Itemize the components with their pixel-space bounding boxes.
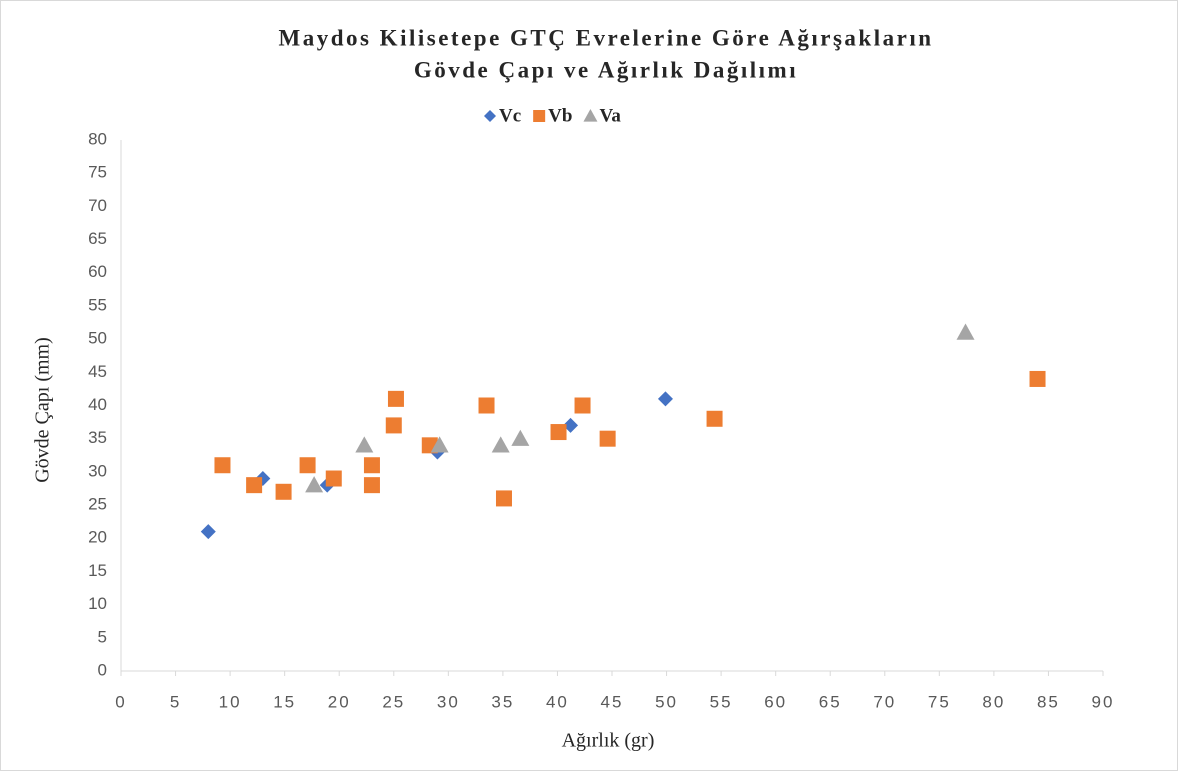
marker-square [275, 483, 292, 500]
marker-square [550, 424, 567, 441]
x-tick-label: 50 [655, 692, 678, 711]
marker-square [706, 410, 723, 427]
marker-square [495, 490, 512, 507]
x-tick-label: 5 [170, 692, 181, 711]
y-tick-label: 20 [88, 528, 107, 547]
x-tick-label: 70 [873, 692, 896, 711]
y-tick-label: 15 [88, 561, 107, 580]
marker-diamond [657, 391, 673, 407]
x-tick-label: 10 [219, 692, 242, 711]
y-tick-label: 55 [88, 295, 107, 314]
x-tick-label: 80 [982, 692, 1005, 711]
x-axis-title: Ağırlık (gr) [562, 730, 655, 752]
y-tick-label: 70 [88, 196, 107, 215]
marker-triangle [355, 436, 374, 453]
y-tick-label: 60 [88, 262, 107, 281]
marker-square [325, 470, 342, 487]
y-tick-label: 50 [88, 329, 107, 348]
x-tick-label: 35 [491, 692, 514, 711]
marker-square [363, 477, 380, 494]
marker-triangle [511, 429, 530, 446]
legend-label: Va [599, 105, 621, 126]
y-tick-label: 35 [88, 428, 107, 447]
y-tick-label: 10 [88, 594, 107, 613]
x-tick-label: 90 [1092, 692, 1115, 711]
x-tick-label: 20 [328, 692, 351, 711]
x-tick-label: 25 [382, 692, 405, 711]
marker-square [533, 110, 546, 122]
y-tick-label: 5 [98, 627, 107, 646]
marker-square [214, 457, 231, 474]
legend-label: Vb [548, 105, 572, 126]
y-tick-label: 45 [88, 362, 107, 381]
marker-diamond [563, 417, 579, 433]
y-tick-label: 75 [88, 163, 107, 182]
x-tick-label: 45 [601, 692, 624, 711]
marker-triangle [305, 476, 324, 493]
marker-square [574, 397, 591, 414]
marker-triangle [491, 436, 510, 453]
marker-square [299, 457, 316, 474]
y-tick-label: 0 [98, 660, 107, 679]
x-tick-label: 30 [437, 692, 460, 711]
x-tick-label: 15 [273, 692, 296, 711]
y-tick-label: 25 [88, 495, 107, 514]
marker-diamond [484, 110, 496, 122]
y-tick-label: 65 [88, 229, 107, 248]
x-tick-label: 55 [710, 692, 733, 711]
legend-label: Vc [499, 105, 521, 126]
marker-square [385, 417, 402, 434]
chart-title: Gövde Çapı ve Ağırlık Dağılımı [414, 57, 798, 82]
x-tick-label: 85 [1037, 692, 1060, 711]
x-tick-label: 0 [115, 692, 126, 711]
y-tick-label: 30 [88, 461, 107, 480]
marker-diamond [200, 524, 216, 540]
marker-square [1029, 370, 1046, 387]
marker-triangle [430, 436, 449, 453]
marker-triangle [956, 323, 975, 340]
marker-square [246, 477, 263, 494]
y-tick-label: 40 [88, 395, 107, 414]
marker-square [387, 390, 404, 407]
y-tick-label: 80 [88, 129, 107, 148]
marker-square [363, 457, 380, 474]
marker-square [599, 430, 616, 447]
x-tick-label: 40 [546, 692, 569, 711]
marker-square [478, 397, 495, 414]
y-axis-title: Gövde Çapı (mm) [32, 337, 54, 483]
chart-title: Maydos Kilisetepe GTÇ Evrelerine Göre Ağ… [278, 25, 933, 50]
marker-triangle [583, 109, 598, 122]
x-tick-label: 60 [764, 692, 787, 711]
x-tick-label: 75 [928, 692, 951, 711]
x-tick-label: 65 [819, 692, 842, 711]
